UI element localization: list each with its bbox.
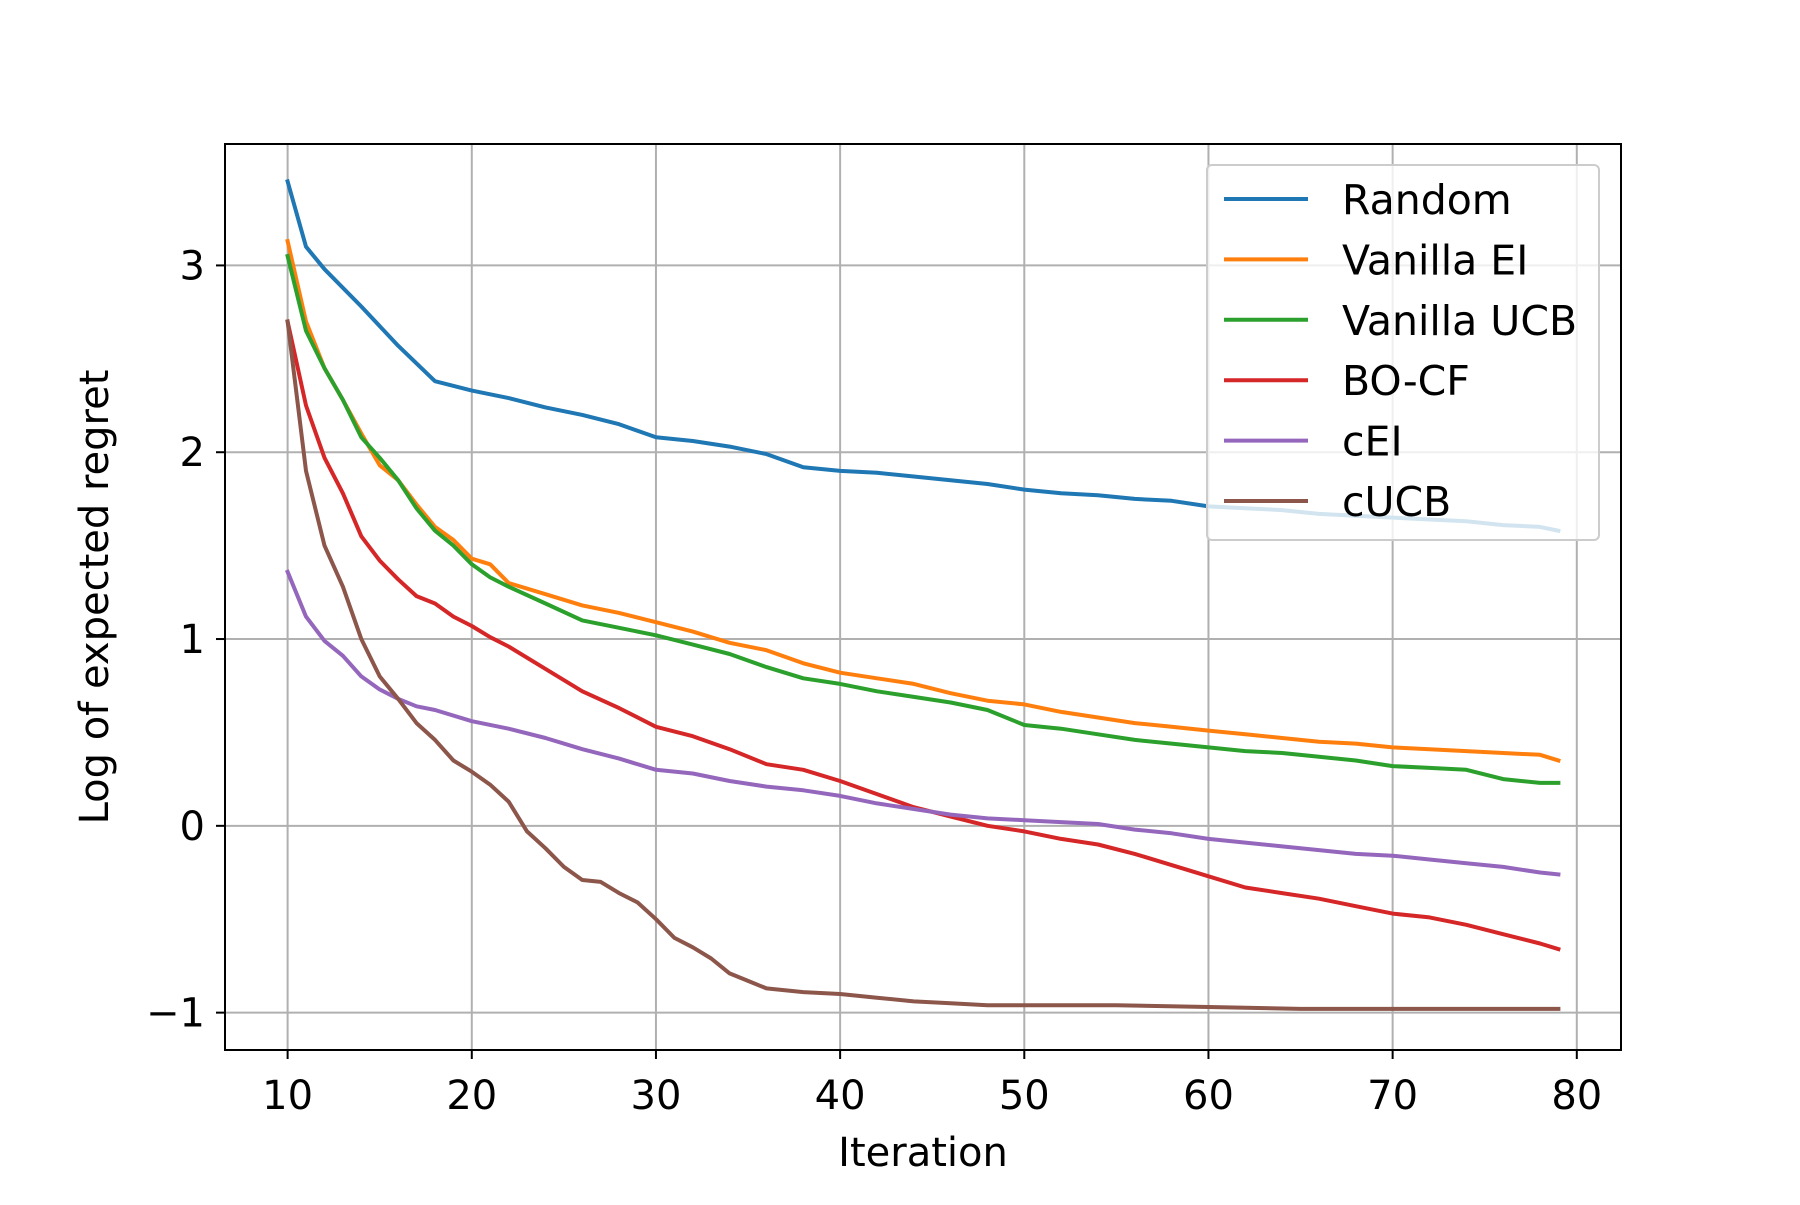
x-tick-label: 60 — [1183, 1073, 1234, 1119]
x-tick-label: 40 — [815, 1073, 866, 1119]
legend-label-cei: cEI — [1342, 418, 1403, 466]
x-tick-label: 50 — [999, 1073, 1050, 1119]
axis-ticks: 10 20 30 40 50 60 70 80 −1 0 1 2 3 — [146, 243, 1602, 1119]
x-tick-label: 20 — [446, 1073, 497, 1119]
legend: Random Vanilla EI Vanilla UCB BO-CF cEI cUCB — [1206, 164, 1600, 541]
x-tick-label: 70 — [1367, 1073, 1418, 1119]
y-axis-label: Log of expected regret — [72, 370, 118, 825]
series-layer — [284, 178, 1561, 1011]
series-line-cucb — [285, 319, 1561, 1011]
legend-label-bo-cf: BO-CF — [1342, 357, 1470, 405]
x-tick-label: 80 — [1551, 1073, 1602, 1119]
y-tick-label: 3 — [180, 243, 205, 289]
legend-label-cucb: cUCB — [1342, 478, 1451, 526]
x-tick-label: 30 — [631, 1073, 682, 1119]
x-tick-label: 10 — [262, 1073, 313, 1119]
x-axis-label: Iteration — [838, 1130, 1008, 1176]
y-tick-label: 2 — [180, 430, 205, 476]
series-line-cei — [284, 569, 1561, 877]
plot-frame — [224, 143, 1622, 1051]
legend-label-vanilla-ucb: Vanilla UCB — [1342, 297, 1577, 345]
y-tick-label: 0 — [180, 804, 205, 850]
y-tick-label: −1 — [146, 991, 205, 1037]
series-line-vanilla-ucb — [285, 253, 1561, 785]
legend-label-random: Random — [1342, 176, 1512, 224]
legend-label-vanilla-ei: Vanilla EI — [1342, 236, 1528, 284]
series-line-bo-cf — [285, 319, 1561, 952]
y-tick-label: 1 — [180, 617, 205, 663]
